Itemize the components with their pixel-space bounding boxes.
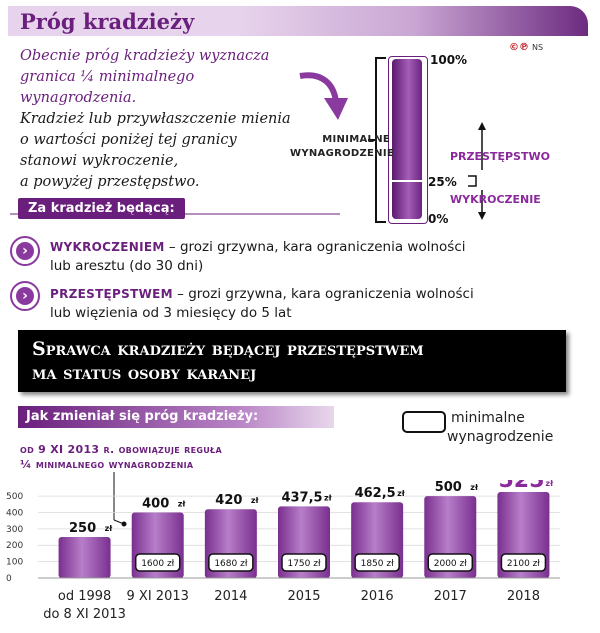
y-tick-label: 500 [6,492,23,502]
bullet-arrow-icon-2: › [10,281,40,311]
rule-note-1: od 9 XI 2013 r. obowiązuje reguła [20,443,222,456]
min-wage-box [134,553,181,572]
min-wage-label: 1680 zł [214,559,247,569]
crime-label: PRZESTĘPSTWO [450,150,550,163]
legend-swatch [402,411,446,433]
bar [58,537,111,578]
data-label: 420 [215,493,242,508]
min-wage-box [354,553,400,572]
legend-line-2: wynagrodzenie [447,429,554,445]
intro-highlight-1: Obecnie próg kradzieży wyznacza [20,48,270,64]
crime-text-2: lub więzienia od 3 miesięcy do 5 lat [50,305,292,321]
min-wage-box [427,553,474,572]
data-label: 462,5 [355,486,396,501]
threshold-bar-chart: 0 100 200 300 400 500 250 zł od 1998 do 8 XI 2013… [6,480,560,622]
x-tick-label: 9 XI 2013 [127,589,189,604]
min-wage-label-2: WYNAGRODZENIE [290,148,394,159]
bullet-arrow-icon-1: › [10,236,40,266]
min-wage-label: MINIMALNE WYNAGRODZENIE [290,133,394,161]
scale-label-0: 0% [428,212,449,226]
intro-body-2: o wartości poniżej tej granicy [20,132,237,148]
x-tick-label: 2016 [361,589,394,604]
min-wage-label: 2000 zł [434,559,467,569]
crime-text: – grozi grzywna, kara ograniczenia wolno… [172,286,474,302]
header-bar [8,6,588,36]
scale-label-100: 100% [430,53,468,67]
criminal-status-banner: Sprawca kradzieży będącej przestępstwem … [18,330,566,392]
crime-penalty: PRZESTĘPSTWEM – grozi grzywna, kara ogra… [50,285,570,323]
unit-label: zł [545,480,554,488]
copyright-icon: ©℗ [509,42,529,53]
offence-label: WYKROCZENIE [450,193,541,206]
banner-line-1: Sprawca kradzieży będącej przestępstwem [32,338,424,360]
data-label: 400 [142,496,169,511]
min-wage-box [500,553,547,572]
unit-label: zł [324,493,333,502]
scale-label-25: 25% [428,175,457,189]
offence-text: – grozi grzywna, kara ograniczenia wolno… [164,239,466,255]
offence-penalty: WYKROCZENIEM – grozi grzywna, kara ogran… [50,238,570,276]
author-initials: NS [532,43,544,52]
rule-note: od 9 XI 2013 r. obowiązuje reguła ¼ mini… [20,442,222,472]
y-tick-label: 100 [6,558,23,568]
banner-line-2: ma status osoby karanej [32,362,257,384]
chart-title: Jak zmieniał się próg kradzieży: [18,406,334,428]
data-label: 500 [435,480,462,495]
min-wage-label-1: MINIMALNE [322,134,390,145]
intro-body-4: a powyżej przestępstwo. [20,174,200,190]
x-tick-label: 2017 [434,589,467,604]
scale-bar-fill [392,59,422,219]
intro-body-1: Kradzież lub przywłaszczenie mienia [20,111,291,127]
section-underline [10,213,340,215]
rule-note-2: ¼ minimalnego wynagrodzenia [20,458,194,471]
copyright-mark: ©℗ NS [509,42,543,53]
min-wage-box [208,553,254,572]
intro-highlight-2: granica ¼ minimalnego wynagrodzenia. [20,69,195,106]
min-wage-label: 1600 zł [141,559,174,569]
scale-bracket [368,57,386,223]
threshold-arrows [468,122,486,220]
offence-term: WYKROCZENIEM [50,240,165,254]
unit-label: zł [397,489,406,498]
min-wage-label: 2100 zł [507,559,540,569]
x-tick-label: 2018 [507,589,540,604]
unit-label: zł [251,496,260,505]
scale-threshold-line [390,180,424,182]
x-tick-label: do 8 XI 2013 [43,607,126,622]
offence-text-2: lub aresztu (do 30 dni) [50,258,204,274]
data-label: 437,5 [281,490,322,505]
intro-text: Obecnie próg kradzieży wyznacza granica … [20,46,310,193]
min-wage-box [281,553,327,572]
unit-label: zł [470,483,479,492]
page-title: Próg kradzieży [20,9,195,34]
y-tick-label: 0 [6,574,12,584]
y-tick-label: 200 [6,541,23,551]
x-tick-label: od 1998 [58,589,111,604]
x-tick-label: 2015 [287,589,320,604]
crime-term: PRZESTĘPSTWEM [50,287,173,301]
unit-label: zł [105,524,114,533]
y-tick-label: 400 [6,508,23,518]
curved-arrow-icon [299,72,348,120]
legend-line-1: minimalne [451,410,525,426]
x-tick-label: 2014 [214,589,247,604]
unit-label: zł [178,499,187,508]
data-label: 525 [498,480,544,493]
legend-label: minimalne wynagrodzenie [447,409,553,447]
y-tick-label: 300 [6,525,23,535]
data-label: 250 [69,521,96,536]
intro-body-3: stanowi wykroczenie, [20,153,179,169]
min-wage-label: 1750 zł [287,559,320,569]
min-wage-label: 1850 zł [361,559,394,569]
